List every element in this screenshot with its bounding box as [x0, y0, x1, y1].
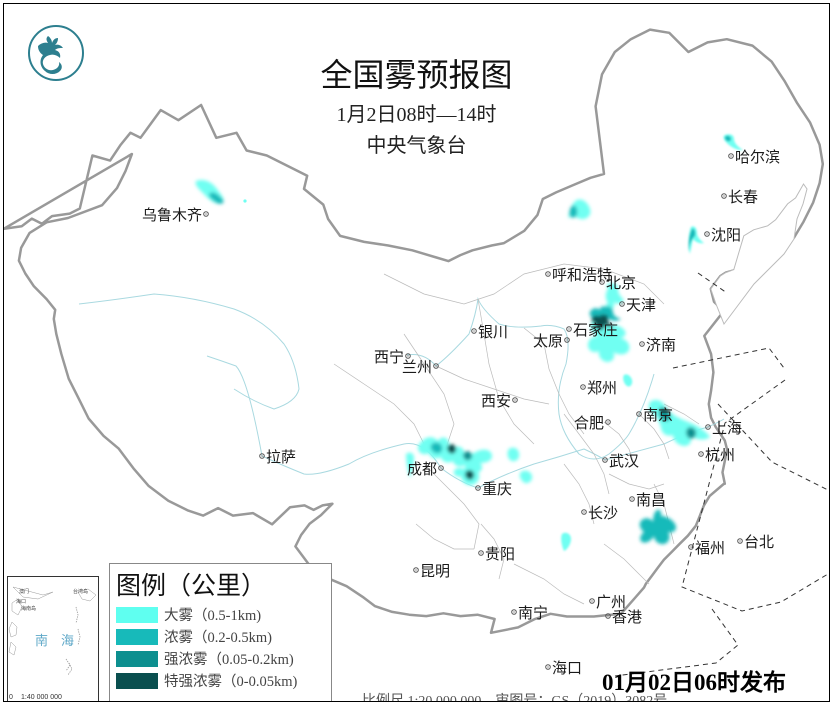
svg-text:海南岛: 海南岛: [21, 605, 36, 612]
svg-text:澳门: 澳门: [19, 588, 29, 595]
svg-text:台湾岛: 台湾岛: [73, 588, 88, 595]
svg-text:1:40 000 000: 1:40 000 000: [21, 694, 62, 701]
svg-text:0: 0: [9, 694, 13, 701]
svg-text:海口: 海口: [16, 598, 26, 605]
svg-text:南 海: 南 海: [35, 633, 74, 648]
